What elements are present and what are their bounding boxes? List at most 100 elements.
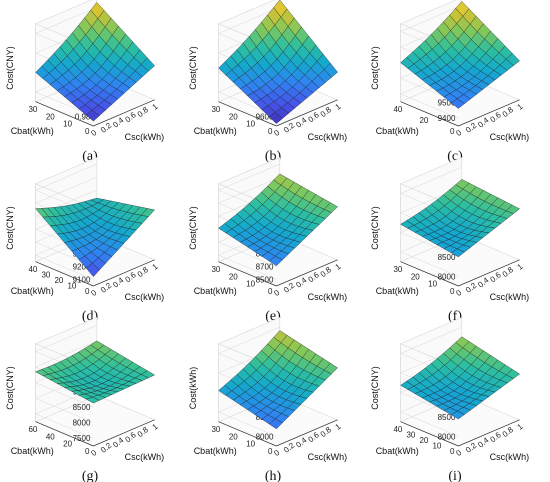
y-tick-label: 20 [229,272,238,281]
x-tick-label: 0 [272,448,281,458]
surface-patch [505,204,520,214]
z-tick-label: 8500 [438,413,456,422]
x-axis-line [93,419,155,447]
z-axis-title: Cost(CNY) [188,46,198,90]
y-tick-label: 0 [268,127,273,136]
z-tick-label: 8000 [73,419,91,428]
x-axis-line [458,99,520,127]
x-axis-title: Csc(kWh) [125,452,165,462]
y-axis-title: Cbat(kWh) [11,446,54,456]
x-axis-line [276,259,338,287]
y-tick-label: 10 [63,120,72,129]
z-tick-label: 0.98 [75,112,91,121]
surface-patch [323,202,338,213]
panel-h: 800085009000950000.20.40.60.810102030Cos… [188,317,347,482]
x-axis-line [93,259,155,287]
z-axis-title: Cost(CNY) [5,46,15,90]
x-axis-line [276,419,338,447]
y-tick-label: 40 [28,265,37,274]
z-tick-label: 9600 [256,112,274,121]
x-tick-label: 0 [89,128,98,138]
z-tick-label: 8000 [438,272,456,281]
x-axis-title: Csc(kWh) [308,292,348,302]
y-tick-label: 60 [28,425,37,434]
y-axis-title: Cbat(kWh) [376,286,419,296]
surface-patch [140,208,155,217]
y-axis-title: Cbat(kWh) [11,126,54,136]
y-tick-label: 0 [450,447,455,456]
y-tick-label: 30 [393,265,402,274]
y-axis-title: Cbat(kWh) [376,126,419,136]
z-tick-label: 9200 [73,263,91,272]
y-tick-label: 0 [85,127,90,136]
x-tick-label: 1 [151,262,160,272]
x-axis-title: Csc(kWh) [125,132,165,142]
y-tick-label: 20 [63,440,72,449]
y-tick-label: 40 [393,425,402,434]
x-tick-label: 1 [516,422,525,432]
z-tick-label: 9500 [438,99,456,108]
y-tick-label: 10 [67,282,76,291]
panel-g: 7500800085009000950000.20.40.60.81020406… [5,317,165,482]
y-tick-label: 30 [211,105,220,114]
z-tick-label: 8000 [438,432,456,441]
z-axis-title: Cost(CNY) [370,206,380,250]
y-axis-line [218,421,277,447]
x-tick-label: 1 [334,102,343,112]
x-tick-label: 0 [272,128,281,138]
surface-patch [141,57,155,72]
y-tick-label: 0 [268,447,273,456]
z-tick-label: 9100 [73,276,91,285]
y-axis-title: Cbat(kWh) [11,286,54,296]
x-tick-label: 1 [151,422,160,432]
z-gridline [34,387,97,439]
y-tick-label: 30 [211,425,220,434]
z-tick-label: 8700 [256,263,274,272]
panel-e: 85008700890091009300950000.20.40.60.8101… [188,157,348,324]
y-axis-line [400,261,459,287]
y-tick-label: 10 [432,442,441,451]
x-tick-label: 0 [454,448,463,458]
y-tick-label: 30 [406,431,415,440]
x-tick-label: 1 [334,262,343,272]
z-tick-label: 8500 [73,403,91,412]
y-tick-label: 10 [246,280,255,289]
y-tick-label: 30 [41,271,50,280]
panel-d: 91009200930094009500960000.20.40.60.8101… [5,157,164,324]
y-axis-title: Cbat(kWh) [194,446,237,456]
x-axis-line [276,99,338,127]
x-axis-line [93,99,155,127]
x-axis-title: Csc(kWh) [490,452,530,462]
y-tick-label: 0 [450,287,455,296]
surface-patch [140,370,155,378]
z-axis-title: Cost(kWh) [188,367,198,410]
panel-label: (g) [82,469,99,482]
y-tick-label: 30 [211,265,220,274]
y-tick-label: 20 [46,112,55,121]
panel-a: 0.9811.021.04×10⁴00.20.40.60.810102030Co… [5,0,164,164]
x-tick-label: 1 [516,102,525,112]
z-tick-label: 7500 [73,434,91,443]
y-axis-line [218,101,277,127]
x-tick-label: 0 [454,128,463,138]
z-tick-label: 8000 [256,432,274,441]
y-tick-label: 20 [229,432,238,441]
z-tick-label: 8500 [438,253,456,262]
x-axis-title: Csc(kWh) [490,292,530,302]
y-tick-label: 20 [419,436,428,445]
y-tick-label: 0 [85,287,90,296]
x-tick-label: 1 [151,102,160,112]
y-axis-line [35,261,94,287]
panel-label: (h) [265,469,282,482]
y-axis-line [35,101,94,127]
z-tick-label: 9400 [438,114,456,123]
y-axis-line [35,421,94,447]
x-tick-label: 0 [272,288,281,298]
x-axis-line [458,419,520,447]
y-axis-line [218,261,277,287]
y-axis-title: Cbat(kWh) [376,446,419,456]
y-axis-line [400,101,459,127]
y-tick-label: 20 [411,272,420,281]
y-tick-label: 40 [46,432,55,441]
